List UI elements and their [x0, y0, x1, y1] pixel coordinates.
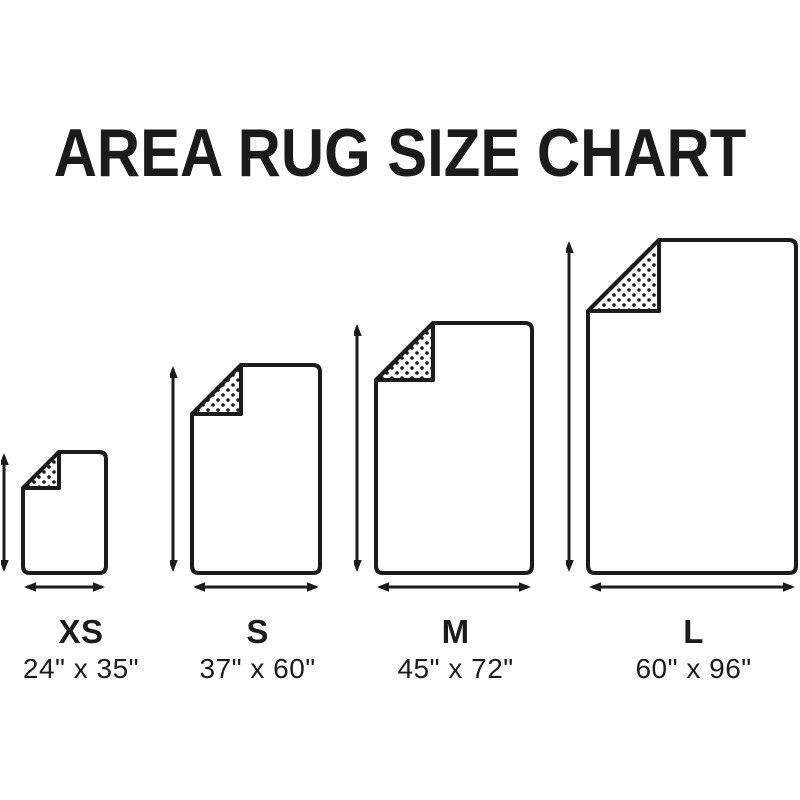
height-arrow-head	[0, 453, 9, 465]
height-arrow-head	[566, 241, 574, 253]
size-dimensions: 60" x 96"	[635, 653, 752, 684]
width-arrow-head	[377, 582, 390, 592]
height-arrow-head	[354, 324, 362, 336]
rug-illustration-s	[170, 363, 323, 592]
size-dimensions: 24" x 35"	[22, 653, 140, 684]
width-arrow-head	[307, 582, 320, 592]
size-label: S	[246, 613, 269, 650]
rug-body	[586, 238, 799, 575]
rug-column-m: M 45" x 72"	[354, 320, 535, 686]
rug-body	[20, 450, 108, 575]
page-title: AREA RUG SIZE CHART	[53, 115, 747, 191]
rug-folded-corner-dots	[190, 363, 244, 416]
rug-diagram: XS 24" x 35" S 37" x 60" M 45" x 72" L 6…	[0, 237, 800, 686]
rug-folded-corner-dots	[374, 321, 436, 382]
width-arrow-head	[92, 582, 105, 592]
labels-s: S 37" x 60"	[170, 612, 323, 686]
size-label: L	[683, 613, 704, 650]
rug-column-xs: XS 24" x 35"	[0, 449, 139, 686]
labels-l: L 60" x 96"	[566, 612, 799, 686]
rug-illustration-l	[566, 238, 799, 592]
height-arrow-head	[0, 560, 9, 572]
rug-column-l: L 60" x 96"	[566, 237, 799, 686]
width-arrow-head	[193, 582, 206, 592]
labels-xs: XS 24" x 35"	[1, 612, 139, 686]
rug-folded-corner-dots	[20, 450, 61, 490]
labels-m: M 45" x 72"	[354, 612, 535, 686]
width-arrow-head	[783, 582, 796, 592]
height-arrow-head	[170, 560, 178, 572]
size-label: M	[441, 613, 470, 650]
rug-illustration-xs	[0, 450, 108, 592]
width-arrow-head	[589, 582, 602, 592]
height-arrow-head	[566, 560, 574, 572]
height-arrow-head	[354, 560, 362, 572]
size-label: XS	[58, 613, 104, 650]
height-arrow-head	[170, 366, 178, 378]
rug-illustration-m	[354, 321, 535, 592]
width-arrow-head	[23, 582, 36, 592]
size-dimensions: 37" x 60"	[199, 653, 316, 684]
rug-body	[374, 321, 535, 575]
size-dimensions: 45" x 72"	[397, 653, 514, 684]
rug-column-s: S 37" x 60"	[170, 362, 323, 686]
rug-folded-corner-dots	[586, 238, 662, 313]
width-arrow-head	[519, 582, 532, 592]
rug-body	[190, 363, 323, 575]
